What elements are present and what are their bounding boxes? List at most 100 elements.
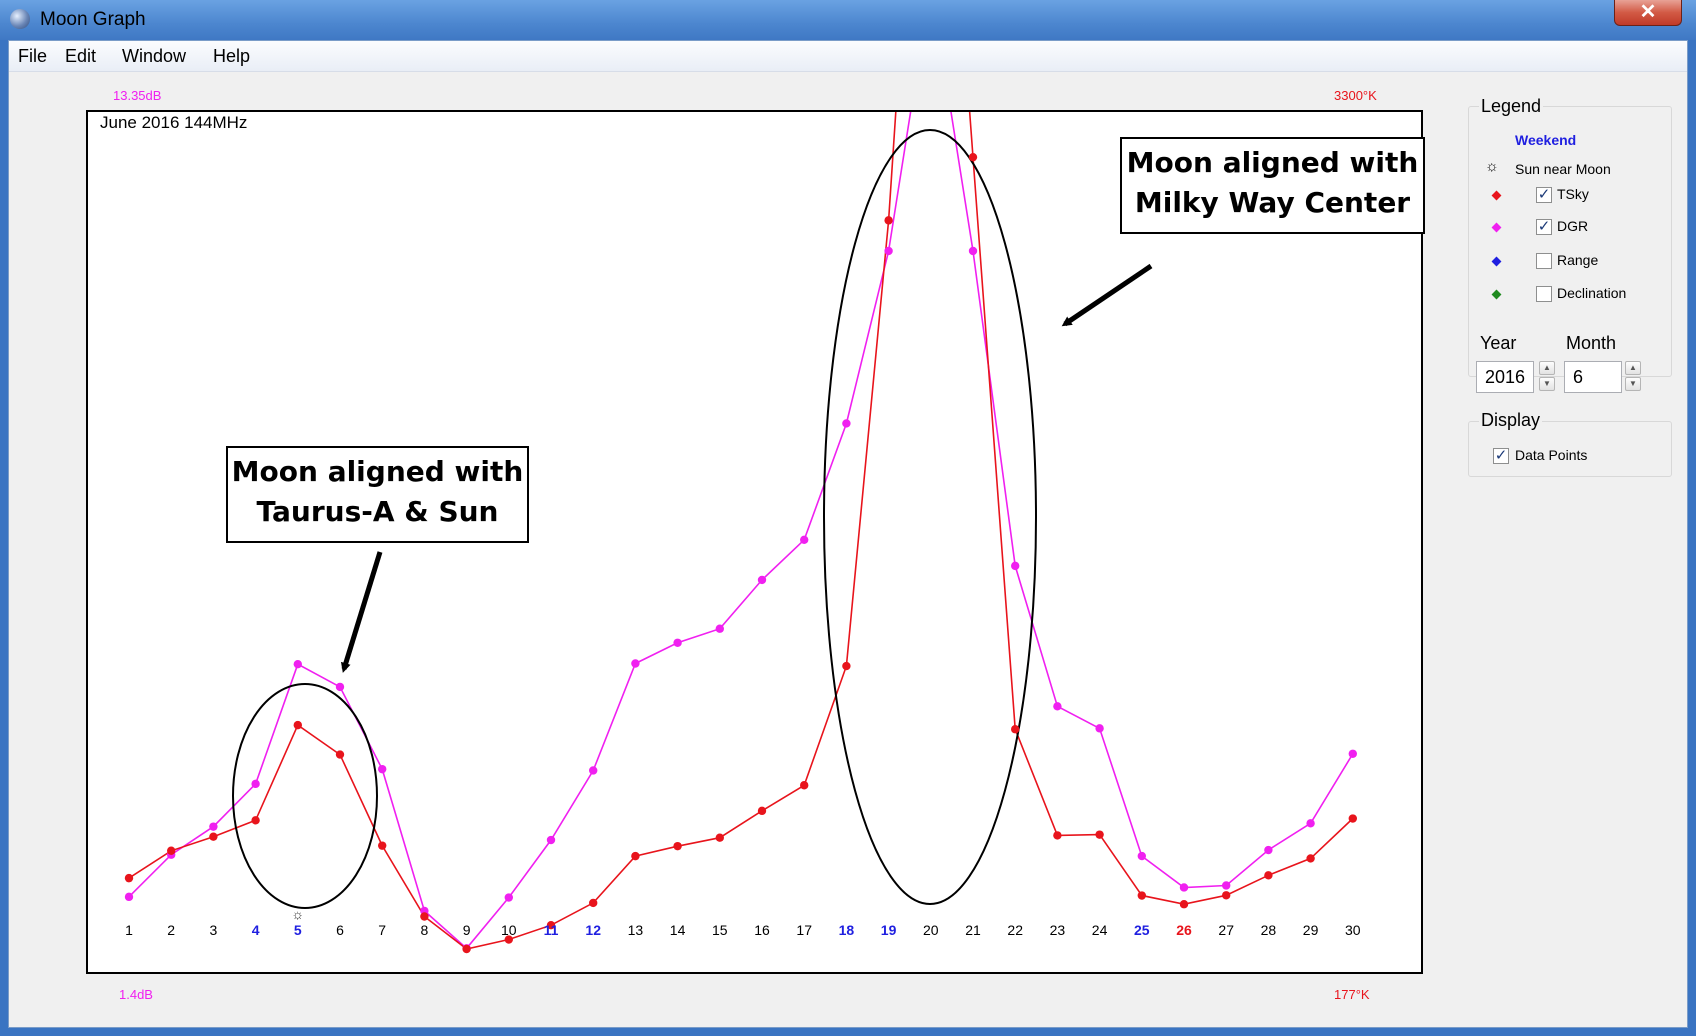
data-point-dgr [884, 246, 893, 256]
data-point-dgr [1264, 845, 1273, 855]
x-tick-label: 5 [294, 922, 302, 938]
data-point-tsky [420, 912, 429, 921]
x-tick-label: 15 [712, 922, 728, 938]
x-tick-label: 26 [1176, 922, 1192, 938]
display-title: Display [1479, 410, 1543, 431]
data-point-dgr [842, 419, 851, 428]
year-down-button[interactable]: ▼ [1539, 377, 1555, 391]
x-tick-label: 8 [421, 922, 429, 938]
data-point-tsky [968, 152, 978, 162]
data-point-dgr [546, 835, 556, 845]
chart-title: June 2016 144MHz [100, 113, 248, 132]
x-tick-label: 2 [167, 922, 175, 938]
month-input[interactable]: 6 [1564, 361, 1622, 393]
moon-app-icon [10, 9, 30, 29]
menu-edit[interactable]: Edit [65, 46, 97, 66]
x-tick-label: 30 [1345, 922, 1361, 938]
menu-file[interactable]: File [18, 46, 48, 66]
data-point-dgr [293, 659, 302, 669]
data-point-tsky [1348, 814, 1358, 823]
data-point-dgr [589, 766, 598, 775]
sun-near-moon-icon: ☼ [291, 906, 304, 922]
x-tick-label: 10 [501, 922, 517, 938]
data-point-tsky [1179, 900, 1189, 909]
legend-declination-label: Declination [1557, 285, 1627, 301]
data-point-tsky [124, 873, 134, 883]
x-tick-label: 6 [336, 922, 344, 938]
data-point-dgr [1306, 819, 1315, 828]
data-point-dgr [1179, 883, 1189, 892]
data-point-dgr [504, 893, 513, 902]
data-points-checkbox[interactable]: ✓ [1493, 447, 1509, 464]
data-point-tsky [1095, 830, 1104, 839]
data-point-tsky [251, 816, 260, 825]
legend-tsky-checkbox[interactable]: ✓ [1536, 186, 1552, 203]
data-point-tsky [293, 720, 302, 730]
data-point-dgr [673, 638, 682, 647]
data-point-tsky [462, 944, 471, 954]
x-tick-label: 1 [125, 922, 133, 938]
menu-window[interactable]: Window [122, 46, 187, 66]
x-tick-label: 19 [881, 922, 897, 938]
data-point-dgr [378, 764, 387, 774]
taurus-callout-line-1: Moon aligned with [231, 455, 524, 488]
right-axis-max-label: 3300°K [1334, 88, 1377, 103]
data-point-dgr [251, 779, 260, 789]
data-point-tsky [546, 921, 556, 930]
taurus-callout: Moon aligned with Taurus-A & Sun [226, 446, 529, 543]
taurus-callout-line-2: Taurus-A & Sun [256, 495, 499, 528]
data-point-tsky [842, 661, 851, 671]
legend-title: Legend [1479, 96, 1544, 117]
x-tick-label: 17 [796, 922, 812, 938]
left-axis-max-label: 13.35dB [113, 88, 162, 103]
title-bar[interactable]: Moon Graph ✕ [0, 0, 1696, 40]
year-input[interactable]: 2016 [1476, 361, 1534, 393]
x-tick-label: 11 [544, 922, 559, 938]
legend-dgr-checkbox[interactable]: ✓ [1536, 218, 1552, 235]
data-point-dgr [1222, 881, 1231, 890]
month-up-button[interactable]: ▲ [1625, 361, 1641, 375]
data-point-tsky [1053, 831, 1062, 840]
legend-range-checkbox[interactable] [1536, 253, 1552, 269]
menu-help[interactable]: Help [213, 46, 251, 66]
close-button[interactable]: ✕ [1614, 0, 1682, 26]
data-point-tsky [1137, 891, 1147, 900]
x-tick-label: 21 [965, 922, 981, 938]
legend-sun-near-moon-label: Sun near Moon [1515, 161, 1611, 177]
taurus-arrow [340, 551, 383, 673]
year-up-button[interactable]: ▲ [1539, 361, 1555, 375]
x-tick-label: 25 [1134, 922, 1150, 938]
data-point-dgr [209, 822, 218, 831]
taurus-ellipse [232, 683, 378, 909]
data-point-dgr [757, 575, 767, 585]
x-tick-label: 9 [463, 922, 471, 938]
x-tick-label: 16 [754, 922, 770, 938]
data-point-dgr [1095, 724, 1104, 733]
milkyway-callout: Moon aligned with Milky Way Center [1120, 137, 1425, 234]
legend-declination-checkbox[interactable] [1536, 286, 1552, 302]
x-tick-label: 20 [923, 922, 939, 938]
data-point-tsky [167, 846, 176, 855]
window-title: Moon Graph [40, 9, 146, 30]
legend-range-label: Range [1557, 252, 1599, 268]
year-label: Year [1480, 333, 1517, 353]
data-point-tsky [1222, 891, 1231, 900]
data-point-tsky [1264, 871, 1273, 880]
x-tick-label: 7 [378, 922, 386, 938]
x-tick-label: 22 [1007, 922, 1023, 938]
x-tick-label: 28 [1261, 922, 1277, 938]
client-area: File Edit Window Help 13.35dB 1.4dB 3300… [8, 40, 1688, 1028]
legend-tsky-label: TSky [1557, 186, 1589, 202]
data-point-tsky [1011, 725, 1020, 734]
data-point-tsky [209, 832, 218, 841]
display-group [1468, 421, 1672, 477]
x-tick-label: 23 [1050, 922, 1066, 938]
x-tick-label: 12 [585, 922, 601, 938]
data-point-dgr [1011, 561, 1020, 571]
month-down-button[interactable]: ▼ [1625, 377, 1641, 391]
x-tick-label: 27 [1218, 922, 1234, 938]
data-point-tsky [631, 851, 640, 861]
menu-bar: File Edit Window Help [9, 41, 1687, 72]
x-tick-label: 3 [210, 922, 218, 938]
